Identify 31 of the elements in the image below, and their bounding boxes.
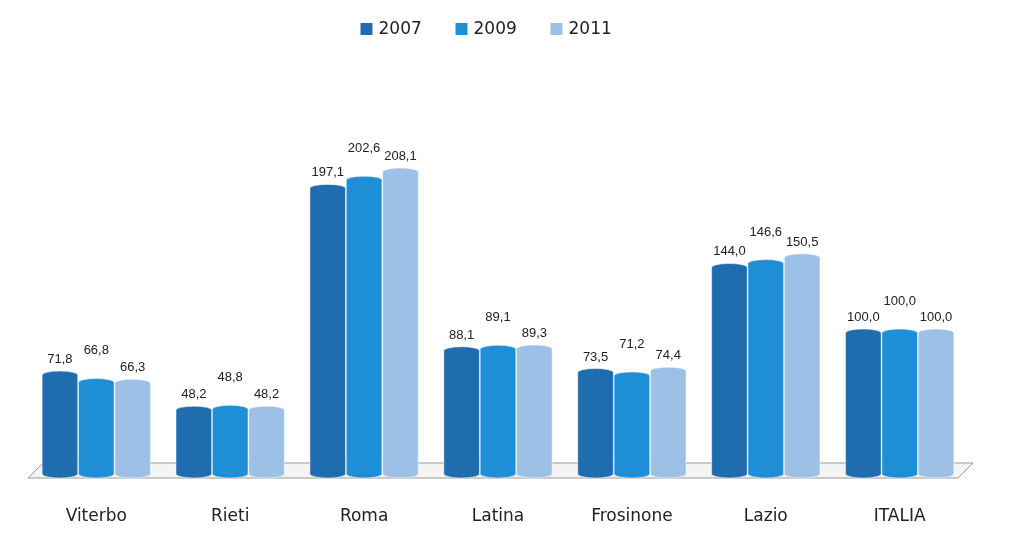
data-label: 71,8 bbox=[47, 351, 73, 367]
data-label: 74,4 bbox=[655, 347, 681, 363]
data-label: 100,0 bbox=[883, 293, 916, 309]
data-label: 202,6 bbox=[347, 140, 381, 156]
legend-label: 2011 bbox=[568, 18, 612, 38]
data-label: 48,2 bbox=[253, 386, 280, 402]
x-tick-label: Lazio bbox=[743, 505, 788, 525]
data-label: 48,8 bbox=[217, 369, 243, 385]
data-label: 100,0 bbox=[847, 309, 880, 325]
data-label: 144,0 bbox=[713, 243, 746, 259]
data-label: 146,6 bbox=[749, 223, 783, 239]
x-tick-label: Roma bbox=[339, 505, 389, 525]
data-label: 150,5 bbox=[785, 233, 819, 249]
legend-label: 2007 bbox=[378, 18, 422, 38]
data-label: 66,8 bbox=[83, 342, 109, 358]
data-label: 71,2 bbox=[619, 335, 645, 351]
data-label: 208,1 bbox=[384, 148, 417, 163]
data-label: 197,1 bbox=[311, 164, 345, 180]
data-label: 88,1 bbox=[448, 326, 475, 342]
x-tick-label: ITALIA bbox=[873, 505, 926, 525]
data-label: 89,3 bbox=[521, 324, 548, 340]
data-label: 66,3 bbox=[119, 359, 146, 375]
data-label: 73,5 bbox=[582, 348, 609, 364]
legend-label: 2009 bbox=[473, 18, 517, 38]
x-tick-label: Latina bbox=[471, 505, 525, 525]
data-label: 48,2 bbox=[181, 386, 207, 402]
x-tick-label: Viterbo bbox=[65, 505, 127, 525]
x-tick-label: Rieti bbox=[211, 505, 250, 525]
x-tick-label: Frosinone bbox=[591, 505, 673, 525]
data-label: 100,0 bbox=[919, 309, 953, 325]
data-label: 89,1 bbox=[485, 309, 511, 325]
